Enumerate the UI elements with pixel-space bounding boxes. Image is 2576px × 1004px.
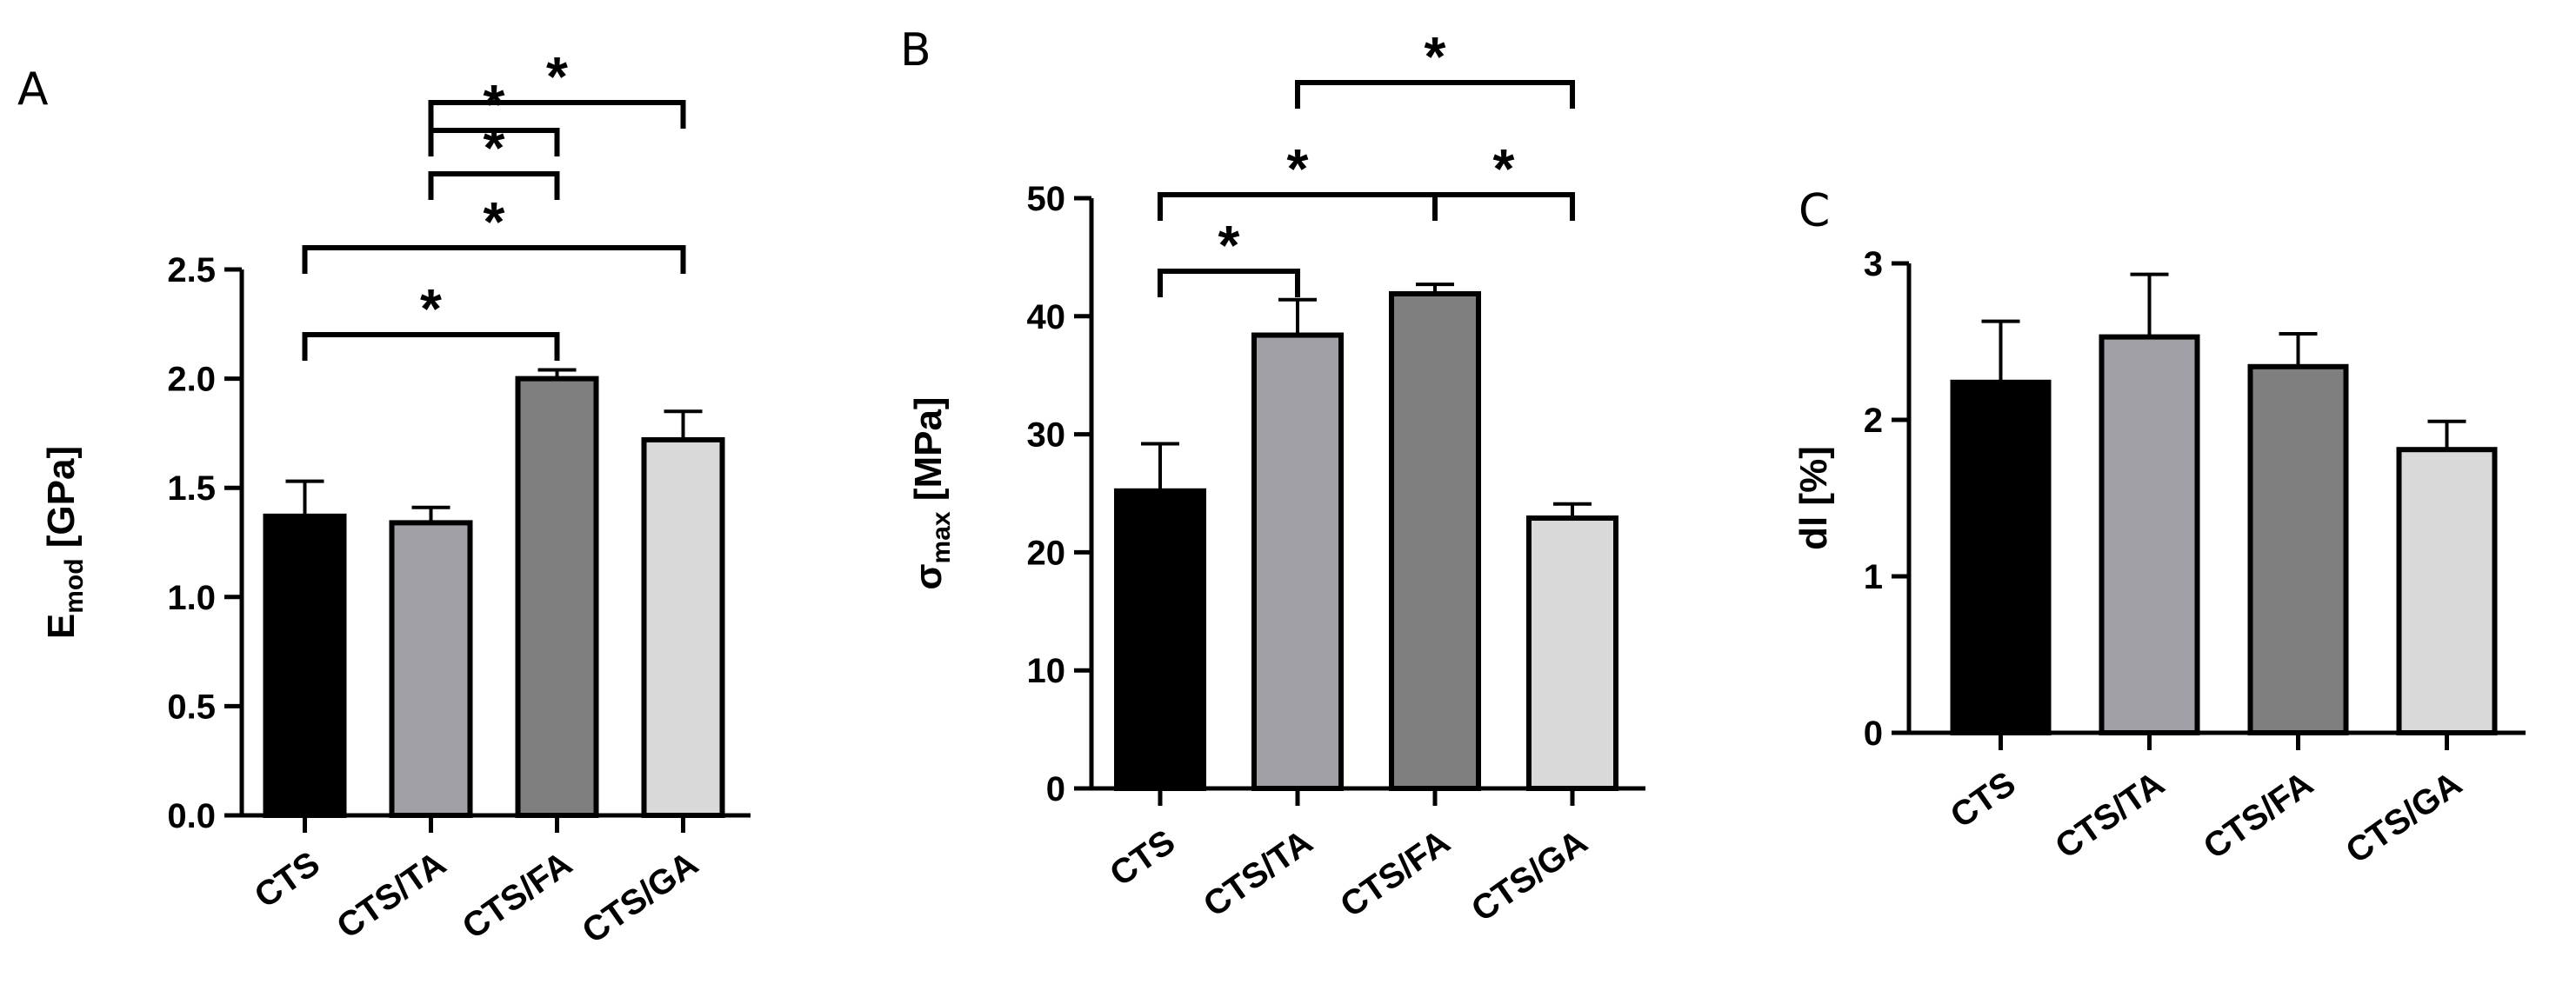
category-label: CTS (1103, 822, 1182, 894)
bar-cts-ga (2396, 447, 2498, 735)
significance-bracket (302, 332, 560, 361)
significance-bracket (428, 171, 560, 200)
chart-panel-b: B 0 10 20 30 40 50 σmax [MPa] CTS CTS/TA CTS/FA CTS… (900, 24, 1645, 929)
y-tick-label: 40 (1027, 298, 1066, 336)
y-tick-label: 30 (1027, 416, 1066, 455)
significance-star: * (484, 116, 505, 179)
y-tick-label: 2.0 (167, 361, 216, 399)
chart-panel-c: C 0 1 2 3 dl [%] CTS CTS/TA CTS/FA CTS/GA (1792, 185, 2526, 871)
y-axis-label: dl [%] (1792, 446, 1835, 550)
category-label: CTS/GA (1465, 822, 1594, 929)
category-label: CTS/TA (330, 844, 453, 946)
category-label: CTS (1944, 764, 2023, 835)
category-label: CTS/FA (2197, 764, 2320, 867)
significance-star: * (546, 45, 568, 108)
category-label: CTS/TA (1197, 822, 1319, 924)
significance-star: * (1218, 214, 1240, 276)
y-tick-label: 50 (1027, 180, 1066, 218)
y-tick-label: 1.5 (167, 469, 216, 508)
bar-cts-fa (2247, 363, 2349, 735)
category-label: CTS/FA (1333, 822, 1457, 925)
y-tick-label: 0 (1046, 770, 1065, 808)
y-axis-label: σmax [MPa] (907, 396, 956, 589)
significance-bracket (1158, 269, 1300, 297)
bar-cts (1950, 379, 2052, 735)
category-label: CTS (248, 844, 327, 915)
significance-bracket (1295, 80, 1575, 109)
bar-cts (263, 513, 347, 819)
y-tick-label: 0 (1864, 715, 1883, 753)
significance-bracket (428, 128, 560, 156)
bar-cts-fa (1389, 290, 1481, 791)
y-tick-label: 20 (1027, 534, 1066, 572)
bar-cts-fa (515, 376, 599, 818)
significance-bracket (1432, 192, 1575, 221)
panel-letter: C (1799, 185, 1830, 237)
y-tick-label: 1.0 (167, 579, 216, 617)
bar-cts-ta (389, 520, 473, 819)
bar-cts-ga (641, 436, 725, 818)
bar-cts-ga (1526, 515, 1618, 791)
category-label: CTS/TA (2049, 764, 2172, 866)
significance-star: * (1287, 137, 1309, 200)
panel-letter: B (900, 24, 931, 76)
significance-star: * (1493, 137, 1515, 200)
significance-bracket (302, 245, 686, 274)
bar-cts (1114, 488, 1206, 791)
category-label: CTS/GA (2339, 764, 2469, 871)
y-tick-label: 2 (1864, 402, 1883, 440)
significance-star: * (484, 190, 505, 253)
significance-bracket (428, 100, 686, 129)
category-label: CTS/FA (456, 844, 579, 947)
y-tick-label: 0.0 (167, 797, 216, 835)
significance-star: * (420, 277, 442, 340)
bar-cts-ta (2099, 334, 2200, 735)
category-label: CTS/GA (576, 844, 705, 951)
y-tick-label: 3 (1864, 245, 1883, 283)
y-tick-label: 10 (1027, 652, 1066, 690)
y-axis-label: Emod [GPa] (40, 446, 89, 639)
y-tick-label: 2.5 (167, 251, 216, 289)
panel-letter: A (17, 63, 49, 116)
y-tick-label: 0.5 (167, 688, 216, 726)
bar-cts-ta (1251, 332, 1344, 791)
significance-star: * (1425, 25, 1446, 88)
y-tick-label: 1 (1864, 558, 1883, 596)
